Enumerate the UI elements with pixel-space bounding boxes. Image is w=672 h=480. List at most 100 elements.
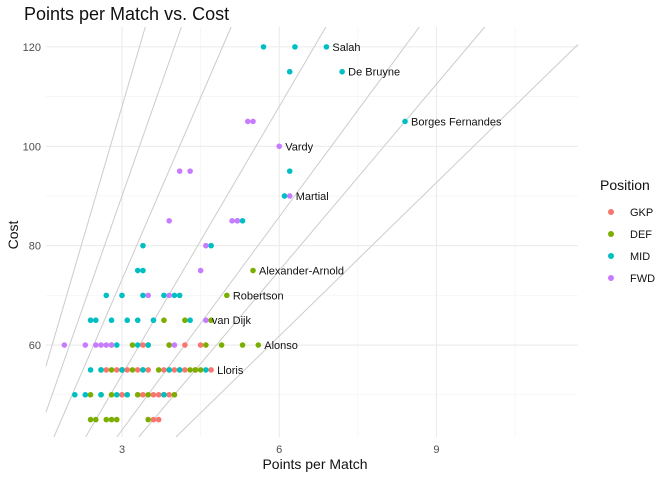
point-def [203,342,209,348]
point-mid [176,367,183,373]
point-label: Alonso [264,340,298,352]
legend: Position GKP DEF MID FWD [600,177,655,285]
point-def [171,391,178,398]
legend-label-fwd: FWD [630,273,655,285]
legend-label-mid: MID [630,251,650,263]
point-mid [208,242,214,249]
point-gkp [140,391,146,398]
point-mid [98,391,104,398]
point-def [239,342,246,348]
point-fwd [197,267,204,274]
reference-line [175,43,579,438]
point-def [145,416,152,423]
point-def [155,367,162,373]
reference-line [45,26,182,413]
point-gkp [182,367,188,373]
point-fwd [203,317,209,324]
point-label: van Dijk [212,315,252,327]
point-gkp [155,391,162,398]
point-def [87,391,94,398]
point-mid [72,391,78,398]
point-mid [292,44,298,50]
point-mid [323,44,330,50]
x-axis-title: Points per Match [262,456,367,472]
point-def [87,416,94,423]
point-gkp [208,367,214,373]
reference-line [53,26,232,438]
point-mid [166,367,172,373]
point-def [113,416,120,423]
point-gkp [182,342,188,348]
legend-key-mid [608,253,614,259]
point-mid [92,317,99,324]
point-def [129,367,136,373]
point-fwd [103,342,110,348]
point-mid [103,292,110,299]
point-mid [145,342,152,348]
reference-line [138,26,486,438]
point-mid [124,391,131,398]
point-fwd [229,218,235,224]
point-label: Salah [332,42,360,54]
point-gkp [166,391,172,398]
axes: 3 6 9 60 80 100 120 [23,42,440,456]
point-mid [87,317,94,324]
point-fwd [98,342,104,348]
point-label: Robertson [233,290,284,302]
point-gkp [103,367,110,373]
point-fwd [244,118,251,125]
point-def [92,416,99,423]
legend-label-gkp: GKP [630,207,653,219]
grid [46,27,578,437]
point-mid [82,391,89,398]
y-tick-label: 100 [23,141,41,153]
point-gkp [145,367,152,373]
point-mid [260,44,267,50]
point-def [182,317,188,324]
point-fwd [176,168,183,174]
legend-key-def [608,231,614,237]
point-mid [140,242,146,249]
point-mid [161,391,167,398]
point-mid [286,68,293,75]
point-mid [134,342,141,348]
point-mid [87,367,94,373]
reference-line [45,26,146,367]
y-axis-title: Cost [5,221,21,250]
point-gkp [124,367,131,373]
point-mid [239,218,246,224]
point-fwd [171,342,178,348]
point-mid [134,317,141,324]
legend-key-fwd [608,275,614,281]
point-fwd [145,292,152,299]
point-fwd [61,342,68,348]
point-label: Vardy [285,141,313,153]
point-mid [98,367,104,373]
point-gkp [134,367,141,373]
point-mid [140,292,146,299]
legend-label-def: DEF [630,229,652,241]
point-mid [281,193,288,199]
legend-key-gkp [608,209,614,215]
point-mid [124,317,131,324]
point-def [224,292,230,299]
point-mid [140,367,146,373]
point-mid [171,292,178,299]
point-def [145,391,152,398]
y-tick-label: 60 [29,340,41,352]
point-def [129,342,136,348]
point-gkp [119,391,125,398]
point-def [187,367,193,373]
point-fwd [166,292,172,299]
point-mid [134,267,141,274]
point-def [250,267,256,274]
reference-line [116,26,420,438]
point-def [108,391,115,398]
y-tick-label: 120 [23,42,41,54]
point-fwd [276,143,283,150]
point-mid [113,342,120,348]
point-fwd [108,342,115,348]
point-fwd [286,193,293,199]
point-fwd [187,168,193,174]
